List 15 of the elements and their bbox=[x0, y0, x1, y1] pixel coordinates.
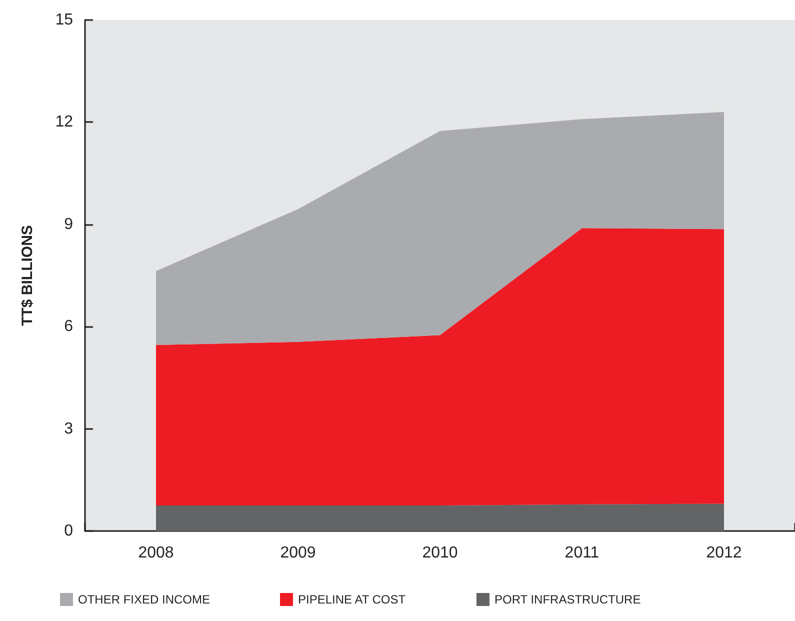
legend-label: PORT INFRASTRUCTURE bbox=[494, 592, 641, 606]
y-axis-title: TT$ BILLIONS bbox=[19, 225, 36, 326]
y-tick-label: 12 bbox=[55, 114, 74, 131]
y-tick-label: 15 bbox=[55, 12, 74, 28]
y-tick-label: 6 bbox=[64, 318, 74, 336]
x-tick-label: 2009 bbox=[280, 544, 316, 562]
y-tick-label: 9 bbox=[64, 216, 74, 233]
legend-label: PIPELINE AT COST bbox=[298, 592, 406, 606]
x-tick-label: 2012 bbox=[706, 544, 742, 562]
x-tick-label: 2011 bbox=[564, 544, 600, 562]
y-tick-label: 3 bbox=[64, 420, 74, 438]
legend-label: OTHER FIXED INCOME bbox=[78, 592, 210, 606]
x-tick-label: 2008 bbox=[138, 544, 174, 562]
x-tick-label: 2010 bbox=[422, 544, 458, 562]
y-tick-label: 0 bbox=[64, 522, 74, 540]
